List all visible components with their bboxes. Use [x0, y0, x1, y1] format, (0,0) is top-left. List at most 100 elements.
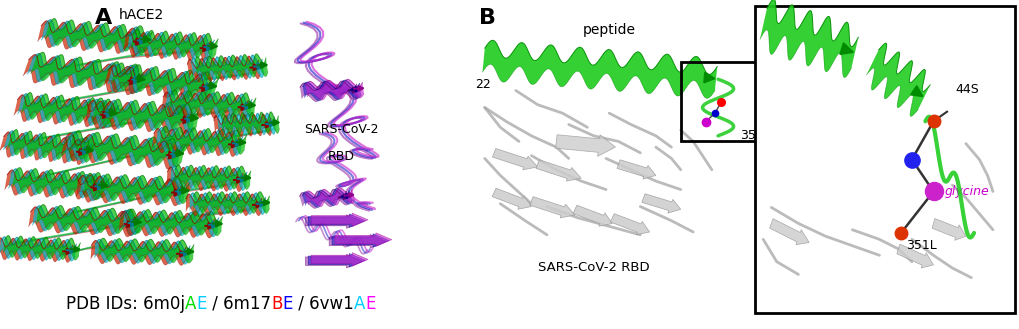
Polygon shape — [12, 168, 109, 198]
Text: peptide: peptide — [582, 23, 635, 37]
PathPatch shape — [555, 135, 614, 156]
Polygon shape — [95, 240, 190, 264]
Text: B: B — [478, 9, 495, 29]
PathPatch shape — [641, 194, 680, 213]
Text: 351L: 351L — [906, 239, 936, 252]
PathPatch shape — [311, 253, 368, 266]
Polygon shape — [14, 95, 111, 128]
Text: SARS-CoV-2: SARS-CoV-2 — [304, 123, 378, 136]
Polygon shape — [36, 205, 142, 235]
Text: B: B — [271, 294, 282, 313]
Polygon shape — [42, 20, 148, 54]
Polygon shape — [5, 170, 102, 200]
Polygon shape — [306, 79, 364, 100]
PathPatch shape — [931, 218, 965, 240]
Polygon shape — [300, 190, 348, 209]
Polygon shape — [161, 92, 248, 119]
Polygon shape — [23, 55, 140, 95]
Polygon shape — [122, 210, 218, 237]
PathPatch shape — [305, 254, 362, 268]
Polygon shape — [61, 133, 177, 169]
Polygon shape — [93, 98, 199, 132]
Polygon shape — [89, 99, 196, 133]
Polygon shape — [29, 207, 135, 237]
Polygon shape — [31, 52, 148, 92]
Polygon shape — [119, 211, 215, 238]
Text: RBD: RBD — [328, 150, 355, 163]
Polygon shape — [214, 114, 271, 137]
Polygon shape — [159, 126, 247, 154]
Polygon shape — [217, 113, 275, 136]
PathPatch shape — [492, 188, 531, 209]
Text: glycine: glycine — [944, 185, 988, 198]
Polygon shape — [194, 192, 269, 214]
Text: E: E — [365, 294, 375, 313]
Polygon shape — [33, 206, 139, 236]
PathPatch shape — [573, 205, 611, 226]
Polygon shape — [165, 91, 252, 118]
Polygon shape — [303, 80, 361, 101]
PathPatch shape — [329, 235, 386, 248]
Text: / 6m17: / 6m17 — [207, 294, 271, 313]
Polygon shape — [305, 188, 355, 207]
Text: 357: 357 — [739, 129, 763, 142]
Polygon shape — [300, 81, 358, 102]
Text: 44S: 44S — [954, 83, 978, 96]
Polygon shape — [7, 130, 96, 163]
Polygon shape — [126, 209, 222, 236]
Polygon shape — [108, 64, 215, 100]
Polygon shape — [130, 30, 218, 59]
Polygon shape — [8, 169, 105, 199]
Polygon shape — [38, 21, 145, 55]
Polygon shape — [26, 53, 144, 94]
Polygon shape — [111, 63, 218, 99]
Polygon shape — [21, 92, 119, 126]
PathPatch shape — [616, 160, 655, 179]
Polygon shape — [166, 167, 243, 191]
Polygon shape — [221, 112, 279, 135]
Polygon shape — [65, 132, 181, 168]
Polygon shape — [45, 18, 152, 53]
Polygon shape — [303, 189, 352, 208]
Polygon shape — [123, 32, 210, 61]
Polygon shape — [759, 0, 858, 78]
Polygon shape — [156, 127, 243, 156]
Polygon shape — [86, 100, 192, 134]
Polygon shape — [17, 94, 115, 127]
Polygon shape — [104, 65, 211, 101]
PathPatch shape — [492, 148, 537, 170]
Polygon shape — [0, 132, 88, 164]
PathPatch shape — [308, 214, 365, 227]
Polygon shape — [190, 193, 265, 215]
Text: 22: 22 — [475, 78, 491, 91]
Polygon shape — [185, 194, 262, 216]
Polygon shape — [0, 238, 72, 262]
PathPatch shape — [535, 160, 581, 181]
Text: PDB IDs: 6m0j: PDB IDs: 6m0j — [66, 294, 185, 313]
Polygon shape — [68, 131, 185, 167]
Polygon shape — [3, 131, 92, 164]
PathPatch shape — [311, 213, 368, 227]
Polygon shape — [169, 90, 256, 117]
Text: E: E — [197, 294, 207, 313]
Polygon shape — [79, 174, 185, 205]
Polygon shape — [127, 31, 214, 60]
PathPatch shape — [334, 233, 391, 246]
Polygon shape — [482, 40, 716, 98]
Polygon shape — [0, 237, 76, 261]
PathPatch shape — [332, 234, 388, 247]
Text: SARS-CoV-2 RBD: SARS-CoV-2 RBD — [537, 262, 649, 274]
PathPatch shape — [529, 197, 575, 218]
PathPatch shape — [308, 254, 365, 267]
Text: hACE2: hACE2 — [118, 9, 164, 22]
Text: E: E — [282, 294, 292, 313]
Polygon shape — [174, 165, 251, 190]
Polygon shape — [76, 175, 181, 206]
Polygon shape — [191, 55, 264, 81]
Text: A: A — [95, 9, 112, 29]
PathPatch shape — [305, 215, 362, 228]
PathPatch shape — [896, 244, 932, 268]
Polygon shape — [84, 173, 190, 204]
PathPatch shape — [769, 219, 808, 245]
Text: A: A — [354, 294, 365, 313]
